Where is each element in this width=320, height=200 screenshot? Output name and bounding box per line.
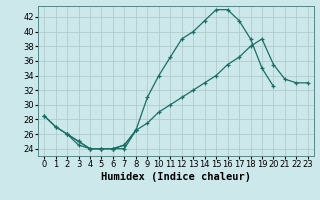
X-axis label: Humidex (Indice chaleur): Humidex (Indice chaleur) <box>101 172 251 182</box>
